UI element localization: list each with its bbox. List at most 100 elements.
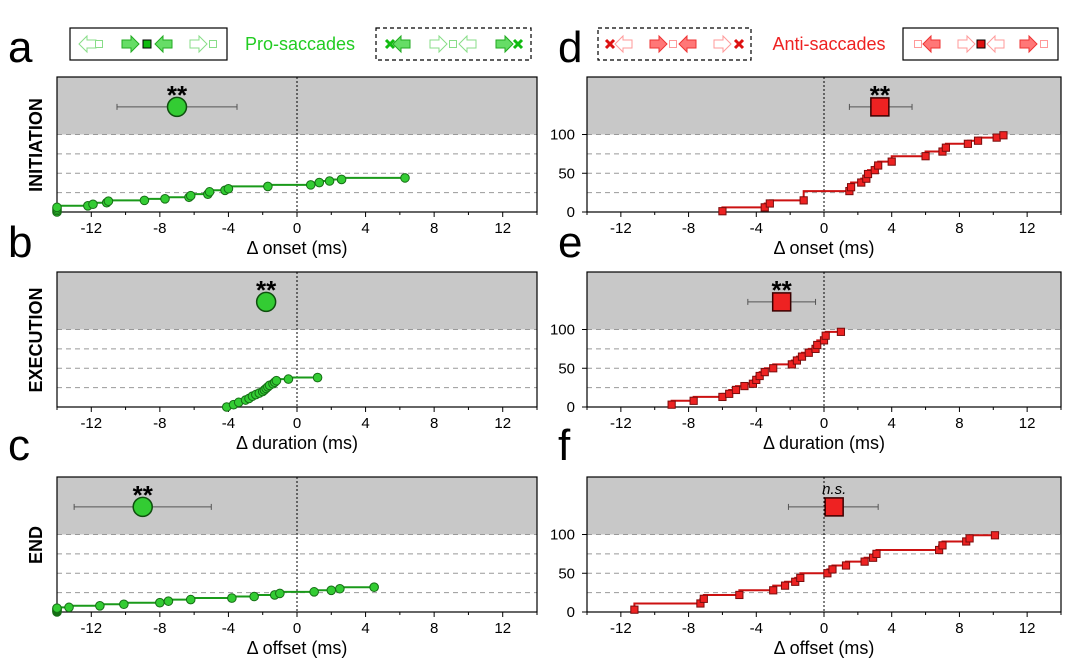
data-point: [326, 585, 337, 596]
data-point: [336, 174, 347, 185]
x-tick-label: -4: [750, 220, 763, 237]
x-tick-label: -4: [222, 415, 235, 432]
right-arrow-icon: [495, 34, 514, 54]
x-tick-label: 4: [361, 220, 369, 237]
data-point: [992, 133, 1001, 142]
data-point: [400, 173, 410, 183]
data-point: [965, 534, 974, 543]
x-tick-label: -8: [153, 620, 166, 637]
x-axis-label: Δ duration (ms): [236, 433, 358, 453]
data-point: [271, 375, 282, 386]
cross-icon: [604, 38, 616, 50]
data-point: [88, 199, 98, 210]
panel-c: -12 -8 -4 0 4 8 12 Δ offset (ms) **: [52, 476, 538, 658]
right-arrow-icon: [1019, 34, 1038, 54]
data-point: [64, 602, 74, 613]
data-point: [799, 196, 808, 205]
right-arrow-icon: [429, 34, 448, 54]
x-axis-label: Δ onset (ms): [773, 238, 874, 258]
data-point: [863, 169, 873, 179]
x-tick-label: -4: [750, 415, 763, 432]
data-point: [223, 183, 234, 194]
data-point: [630, 605, 639, 614]
cumulative-line: [56, 176, 405, 212]
left-arrow-icon: [922, 34, 941, 54]
mean-marker: [824, 497, 844, 517]
x-tick-label: 12: [1019, 415, 1036, 432]
mean-marker: [870, 97, 890, 117]
data-point: [760, 368, 769, 377]
data-point: [735, 590, 744, 600]
left-arrow-icon: [678, 34, 697, 54]
mean-marker: [132, 496, 153, 518]
target-square-icon: [95, 40, 103, 48]
x-tick-label: -4: [222, 620, 235, 637]
data-point: [941, 143, 950, 152]
x-tick-label: -12: [610, 220, 632, 237]
data-point: [305, 180, 316, 190]
data-point: [335, 583, 345, 594]
panel-label-e: e: [558, 218, 582, 267]
x-tick-label: -4: [222, 220, 235, 237]
data-point: [718, 207, 727, 216]
cumulative-line: [721, 134, 1004, 212]
data-point: [369, 582, 379, 593]
data-point: [828, 565, 837, 574]
target-square-icon: [449, 40, 457, 48]
left-arrow-icon: [392, 34, 411, 54]
x-tick-label: 0: [293, 415, 301, 432]
right-arrow-icon: [121, 34, 140, 54]
panel-d: -12 -8 -4 0 4 8 12 0 50 100 Δ onset (ms) **: [550, 76, 1062, 258]
data-point: [780, 581, 790, 590]
data-point: [797, 352, 807, 361]
x-tick-label: -12: [80, 220, 102, 237]
data-point: [921, 152, 930, 161]
x-tick-label: 12: [494, 415, 511, 432]
right-arrow-icon: [649, 34, 668, 54]
data-point: [263, 181, 273, 192]
left-arrow-icon: [458, 34, 477, 54]
data-point: [699, 594, 708, 603]
x-tick-label: 12: [494, 620, 511, 637]
data-point: [103, 196, 114, 206]
x-tick-label: -8: [153, 415, 166, 432]
data-point: [769, 364, 778, 373]
data-point: [963, 139, 972, 148]
data-point: [938, 541, 947, 550]
left-arrow-icon: [154, 34, 173, 54]
pro-saccades-title: Pro-saccades: [245, 34, 355, 54]
data-point: [836, 327, 846, 336]
pro-legend-box-dashed: [375, 27, 532, 61]
panel-e: -12 -8 -4 0 4 8 12 0 50 100 Δ duration (ms) **: [550, 271, 1062, 453]
anti-legend-box-dashed: [597, 27, 752, 61]
x-tick-label: 0: [820, 220, 828, 237]
x-tick-label: -8: [682, 620, 695, 637]
significance-label: n.s.: [822, 481, 846, 498]
cross-icon: [384, 38, 396, 50]
data-point: [689, 396, 698, 405]
data-point: [52, 603, 62, 613]
data-point: [324, 176, 335, 186]
mean-marker: [166, 96, 188, 118]
data-point: [973, 136, 983, 145]
data-point: [846, 183, 856, 192]
anti-saccades-title: Anti-saccades: [772, 34, 885, 54]
row-label-end: END: [26, 526, 46, 564]
target-square-icon: [142, 39, 152, 49]
data-point: [185, 594, 196, 605]
data-point: [872, 549, 881, 558]
data-point: [841, 561, 851, 570]
x-tick-label: 12: [1019, 220, 1036, 237]
mean-marker: [771, 292, 792, 312]
data-point: [667, 400, 676, 409]
x-tick-label: -8: [682, 220, 695, 237]
data-point: [95, 601, 105, 611]
data-point: [160, 194, 170, 204]
left-arrow-icon: [614, 34, 633, 54]
y-tick-label: 0: [567, 604, 575, 621]
data-point: [731, 385, 741, 395]
data-point: [52, 202, 62, 213]
pro-legend-box-solid: [69, 27, 228, 61]
x-tick-label: 12: [494, 220, 511, 237]
target-square-icon: [209, 40, 217, 48]
